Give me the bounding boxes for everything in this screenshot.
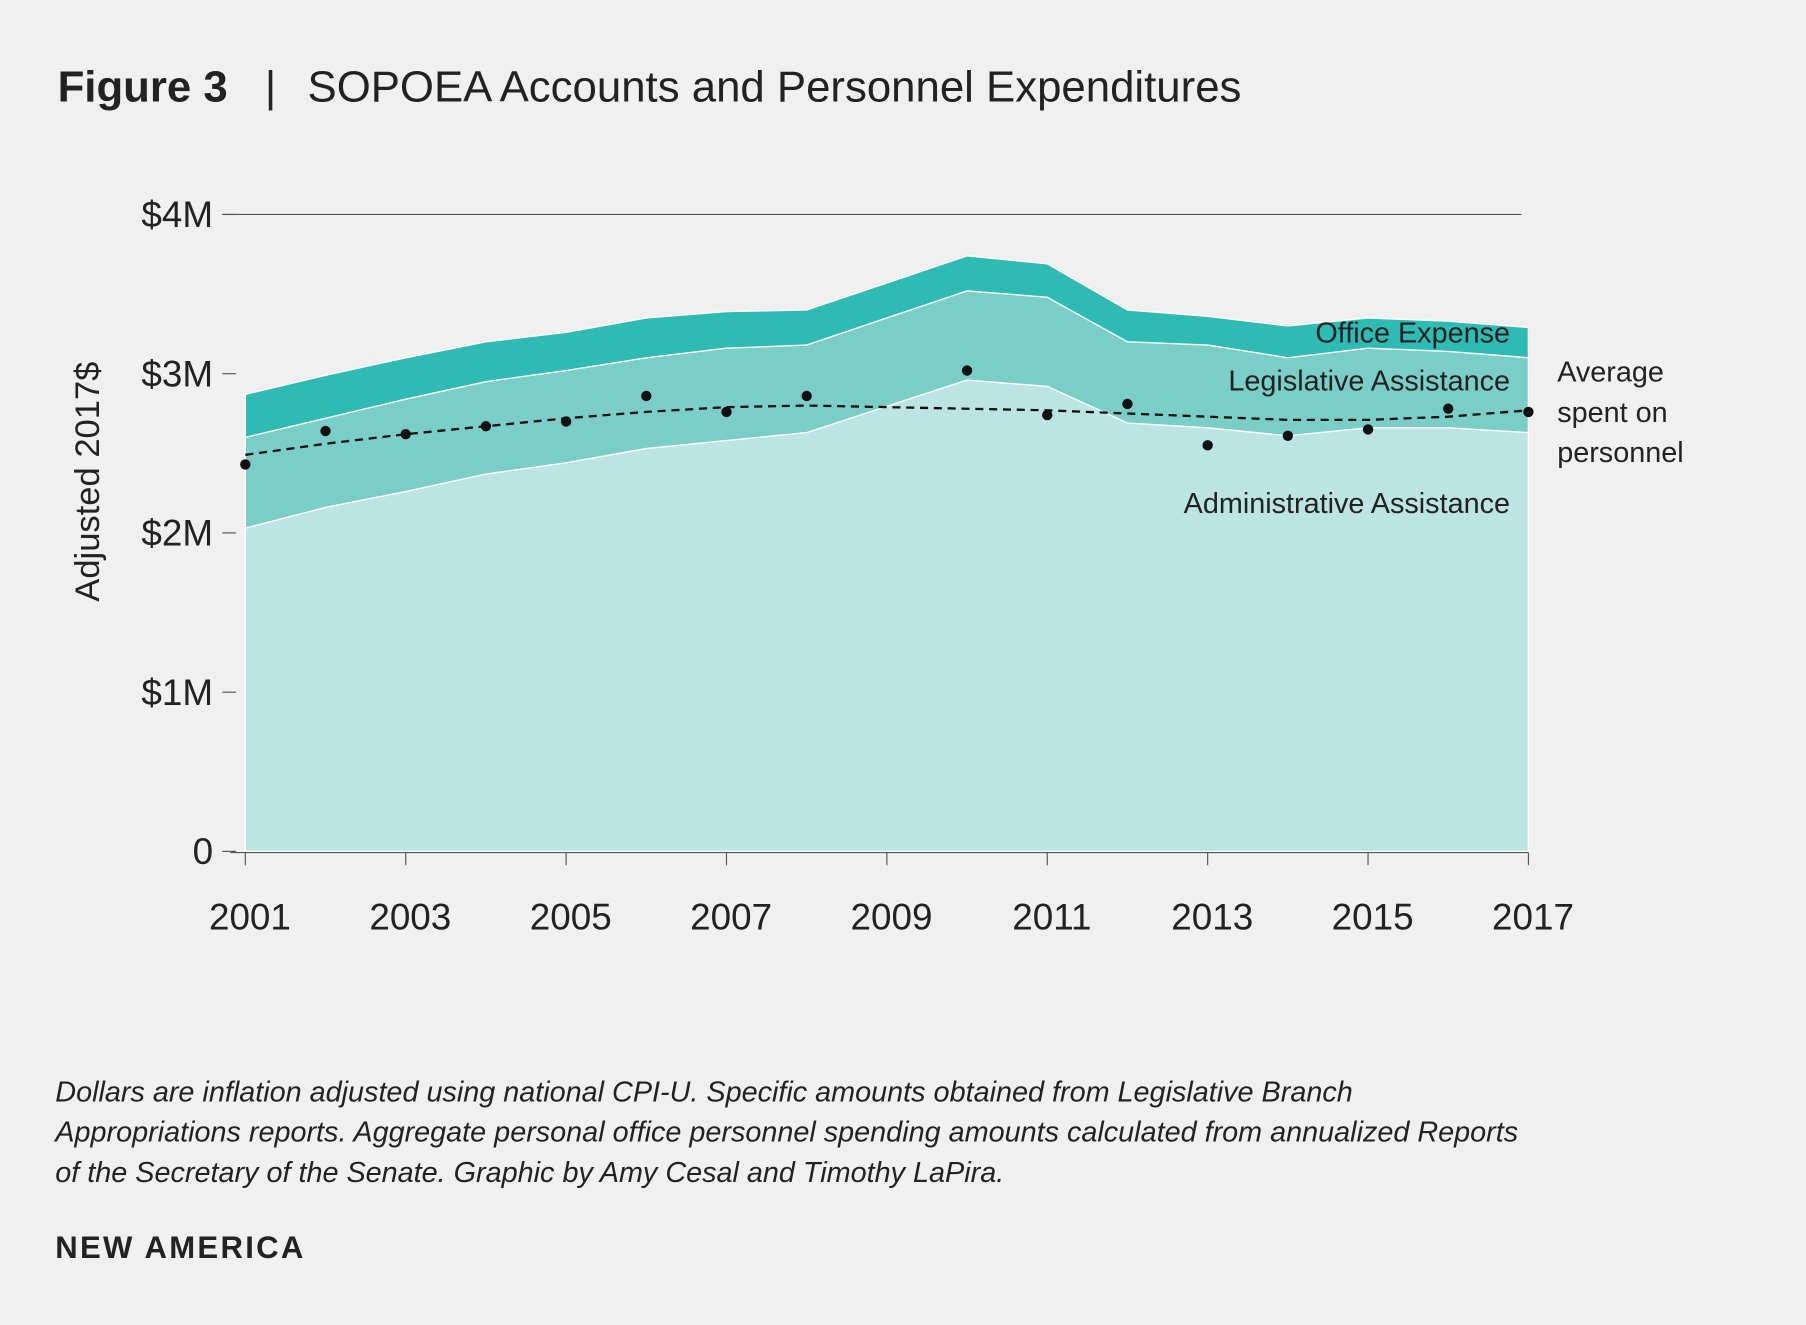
personnel-trend-line bbox=[245, 404, 1529, 457]
y-tick-label: $1M bbox=[141, 672, 213, 713]
footnote-line-1: Dollars are inflation adjusted using nat… bbox=[55, 1076, 1352, 1108]
legend-label-administrative-assistance: Administrative Assistance bbox=[1184, 488, 1510, 520]
y-tick-label: 0 bbox=[193, 831, 213, 872]
x-tick-label: 2013 bbox=[1171, 897, 1253, 938]
title-separator: | bbox=[265, 63, 276, 112]
legend-label-legislative-assistance: Legislative Assistance bbox=[1228, 366, 1510, 398]
personnel-point-2006 bbox=[641, 390, 652, 402]
personnel-point-2002 bbox=[320, 425, 331, 437]
personnel-point-2013 bbox=[1202, 440, 1213, 451]
x-tick-label: 2011 bbox=[1012, 897, 1091, 938]
footnote-line-2: Appropriations reports. Aggregate person… bbox=[53, 1117, 1518, 1149]
figure-label: Figure 3 bbox=[58, 63, 228, 112]
x-tick-label: 2005 bbox=[530, 897, 612, 938]
personnel-point-2012 bbox=[1122, 398, 1133, 410]
personnel-point-2008 bbox=[801, 390, 812, 402]
y-tick-label: $3M bbox=[141, 353, 213, 394]
brand-logo: NEW AMERICA bbox=[55, 1230, 305, 1265]
x-tick-label: 2003 bbox=[369, 897, 451, 938]
personnel-label-line-1: Average bbox=[1557, 356, 1664, 388]
area-administrative-assistance bbox=[244, 379, 1530, 853]
footnote-line-3: of the Secretary of the Senate. Graphic … bbox=[55, 1157, 1004, 1189]
personnel-point-2015 bbox=[1362, 424, 1374, 435]
chart-title: SOPOEA Accounts and Personnel Expenditur… bbox=[308, 63, 1242, 112]
personnel-point-2007 bbox=[721, 406, 732, 418]
personnel-point-2010 bbox=[961, 365, 973, 376]
personnel-point-2004 bbox=[480, 421, 492, 432]
personnel-point-2016 bbox=[1443, 403, 1454, 414]
x-tick-label: 2009 bbox=[850, 897, 932, 938]
personnel-point-2017 bbox=[1523, 406, 1534, 418]
personnel-point-2001 bbox=[240, 459, 251, 470]
legend-label-office-expense: Office Expense bbox=[1315, 317, 1510, 349]
x-tick-label: 2015 bbox=[1332, 897, 1414, 938]
x-tick-label: 2007 bbox=[690, 897, 772, 938]
personnel-point-2005 bbox=[560, 416, 572, 427]
personnel-point-2011 bbox=[1042, 409, 1053, 421]
plot-area: 0 $1M $2M $3M $4M 2001 2003 2005 2007 2009 2011 201… bbox=[141, 194, 1574, 938]
y-tick-label: $2M bbox=[141, 513, 213, 554]
personnel-label-line-3: personnel bbox=[1557, 437, 1683, 469]
x-tick-label: 2017 bbox=[1492, 897, 1574, 938]
y-tick-label: $4M bbox=[141, 194, 213, 235]
personnel-point-2014 bbox=[1282, 430, 1294, 441]
x-tick-label: 2001 bbox=[209, 897, 291, 938]
y-axis-label: Adjusted 2017$ bbox=[69, 362, 107, 602]
personnel-point-2003 bbox=[400, 429, 411, 440]
personnel-label-line-2: spent on bbox=[1557, 397, 1667, 429]
